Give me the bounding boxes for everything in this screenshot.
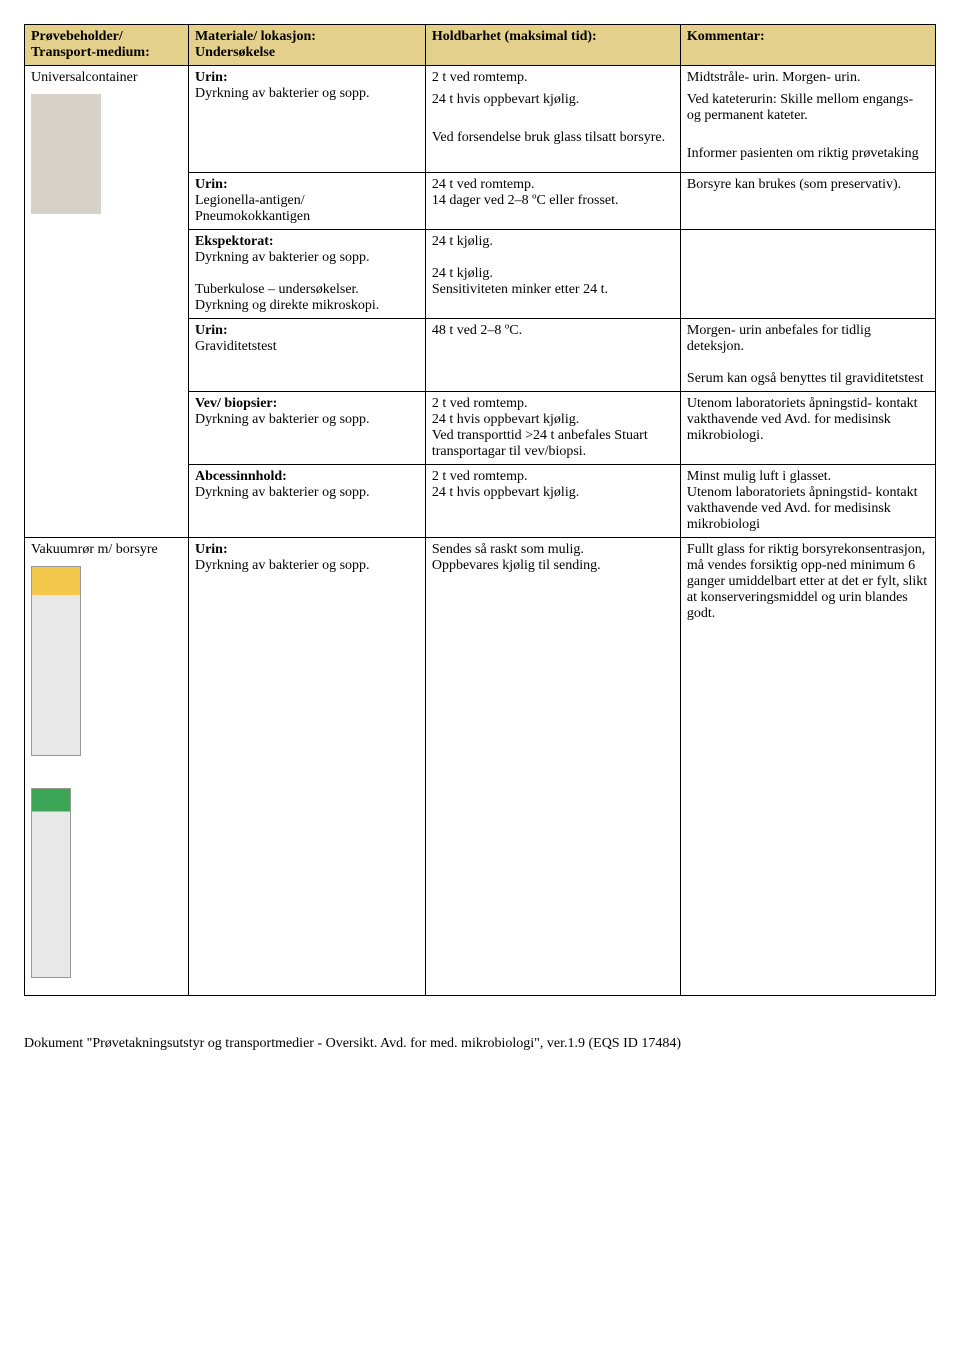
cell-holdbarhet: 24 t kjølig. 24 t kjølig. Sensitiviteten…: [425, 230, 680, 319]
cell-container-universal: Universalcontainer: [25, 66, 189, 538]
cell-material: Abcessinnhold: Dyrkning av bakterier og …: [188, 465, 425, 538]
cell-kommentar: Morgen- urin anbefales for tidlig deteks…: [680, 319, 935, 392]
kom-line: Utenom laboratoriets åpningstid- kontakt…: [687, 396, 918, 443]
hold-line: 2 t ved romtemp.: [432, 396, 528, 411]
cell-holdbarhet: 2 t ved romtemp. 24 t hvis oppbevart kjø…: [425, 66, 680, 173]
th-material-l1: Materiale/ lokasjon:: [195, 29, 316, 44]
kom-line: Serum kan også benyttes til graviditetst…: [687, 371, 924, 386]
hold-line: Sendes så raskt som mulig.: [432, 542, 584, 557]
material-title: Urin:: [195, 177, 228, 192]
th-material-l2: Undersøkelse: [195, 45, 275, 60]
cell-holdbarhet: 2 t ved romtemp. 24 t hvis oppbevart kjø…: [425, 465, 680, 538]
cell-holdbarhet: 2 t ved romtemp. 24 t hvis oppbevart kjø…: [425, 392, 680, 465]
table-header-row: Prøvebeholder/ Transport-medium: Materia…: [25, 25, 936, 66]
hold-line: 24 t hvis oppbevart kjølig.: [432, 485, 579, 500]
hold-line: 14 dager ved 2–8 ºC eller frosset.: [432, 193, 619, 208]
container-name: Vakuumrør m/ borsyre: [31, 542, 158, 557]
th-material: Materiale/ lokasjon: Undersøkelse: [188, 25, 425, 66]
cell-material: Urin: Dyrkning av bakterier og sopp.: [188, 66, 425, 173]
hold-line: 2 t ved romtemp.: [432, 70, 528, 85]
material-title: Abcessinnhold:: [195, 469, 287, 484]
hold-line: 24 t kjølig.: [432, 234, 493, 249]
th-holdbarhet: Holdbarhet (maksimal tid):: [425, 25, 680, 66]
material-line: Pneumokokkantigen: [195, 209, 310, 224]
material-title: Urin:: [195, 542, 228, 557]
tube-green-image-icon: [31, 788, 71, 978]
cell-kommentar: Fullt glass for riktig borsyrekonsentras…: [680, 538, 935, 996]
cell-container-vacuum: Vakuumrør m/ borsyre: [25, 538, 189, 996]
specimen-table: Prøvebeholder/ Transport-medium: Materia…: [24, 24, 936, 996]
hold-line: 2 t ved romtemp.: [432, 469, 528, 484]
material-line: Tuberkulose – undersøkelser.: [195, 282, 359, 297]
table-row: Universalcontainer Urin: Dyrkning av bak…: [25, 66, 936, 173]
cell-material: Urin: Graviditetstest: [188, 319, 425, 392]
table-row: Vakuumrør m/ borsyre Urin: Dyrkning av b…: [25, 538, 936, 996]
hold-line: 24 t kjølig.: [432, 266, 493, 281]
material-title: Vev/ biopsier:: [195, 396, 277, 411]
container-image-icon: [31, 94, 101, 214]
th-kom-l1: Kommentar:: [687, 29, 765, 44]
cell-kommentar: Minst mulig luft i glasset. Utenom labor…: [680, 465, 935, 538]
kom-line: Morgen- urin anbefales for tidlig deteks…: [687, 323, 871, 354]
material-title: Urin:: [195, 323, 228, 338]
cell-material: Urin: Legionella-antigen/ Pneumokokkanti…: [188, 173, 425, 230]
th-container-l1: Prøvebeholder/: [31, 29, 123, 44]
hold-line: Ved forsendelse bruk glass tilsatt borsy…: [432, 130, 665, 145]
cell-material: Urin: Dyrkning av bakterier og sopp.: [188, 538, 425, 996]
material-title: Ekspektorat:: [195, 234, 274, 249]
kom-line: Ved kateterurin: Skille mellom engangs- …: [687, 92, 913, 123]
hold-line: 24 t hvis oppbevart kjølig.: [432, 92, 579, 107]
cell-material: Ekspektorat: Dyrkning av bakterier og so…: [188, 230, 425, 319]
material-title: Urin:: [195, 70, 228, 85]
th-container: Prøvebeholder/ Transport-medium:: [25, 25, 189, 66]
cell-kommentar: Utenom laboratoriets åpningstid- kontakt…: [680, 392, 935, 465]
hold-line: 24 t ved romtemp.: [432, 177, 535, 192]
material-line: Dyrkning av bakterier og sopp.: [195, 558, 370, 573]
material-line: Dyrkning av bakterier og sopp.: [195, 412, 370, 427]
container-name: Universalcontainer: [31, 70, 138, 85]
cell-material: Vev/ biopsier: Dyrkning av bakterier og …: [188, 392, 425, 465]
cell-kommentar: [680, 230, 935, 319]
kom-line: Midtstråle- urin. Morgen- urin.: [687, 70, 861, 85]
tube-yellow-image-icon: [31, 566, 81, 756]
kom-line: Informer pasienten om riktig prøvetaking: [687, 146, 919, 161]
hold-line: 48 t ved 2–8 ºC.: [432, 323, 522, 338]
kom-line: Fullt glass for riktig borsyrekonsentras…: [687, 542, 927, 621]
hold-line: Ved transporttid >24 t anbefales Stuart …: [432, 428, 648, 459]
material-line: Dyrkning og direkte mikroskopi.: [195, 298, 379, 313]
material-line: Dyrkning av bakterier og sopp.: [195, 485, 370, 500]
material-line: Dyrkning av bakterier og sopp.: [195, 86, 370, 101]
material-line: Legionella-antigen/: [195, 193, 305, 208]
cell-kommentar: Borsyre kan brukes (som preservativ).: [680, 173, 935, 230]
hold-line: Sensitiviteten minker etter 24 t.: [432, 282, 608, 297]
hold-line: 24 t hvis oppbevart kjølig.: [432, 412, 579, 427]
th-kommentar: Kommentar:: [680, 25, 935, 66]
kom-line: Borsyre kan brukes (som preservativ).: [687, 177, 901, 192]
th-container-l2: Transport-medium:: [31, 45, 150, 60]
hold-line: Oppbevares kjølig til sending.: [432, 558, 601, 573]
kom-line: Minst mulig luft i glasset.: [687, 469, 831, 484]
cell-holdbarhet: Sendes så raskt som mulig. Oppbevares kj…: [425, 538, 680, 996]
cell-holdbarhet: 24 t ved romtemp. 14 dager ved 2–8 ºC el…: [425, 173, 680, 230]
footer-text: Dokument "Prøvetakningsutstyr og transpo…: [24, 1036, 936, 1052]
material-line: Graviditetstest: [195, 339, 277, 354]
cell-kommentar: Midtstråle- urin. Morgen- urin. Ved kate…: [680, 66, 935, 173]
th-hold-l1: Holdbarhet (maksimal tid):: [432, 29, 597, 44]
kom-line: Utenom laboratoriets åpningstid- kontakt…: [687, 485, 918, 532]
material-line: Dyrkning av bakterier og sopp.: [195, 250, 370, 265]
cell-holdbarhet: 48 t ved 2–8 ºC.: [425, 319, 680, 392]
